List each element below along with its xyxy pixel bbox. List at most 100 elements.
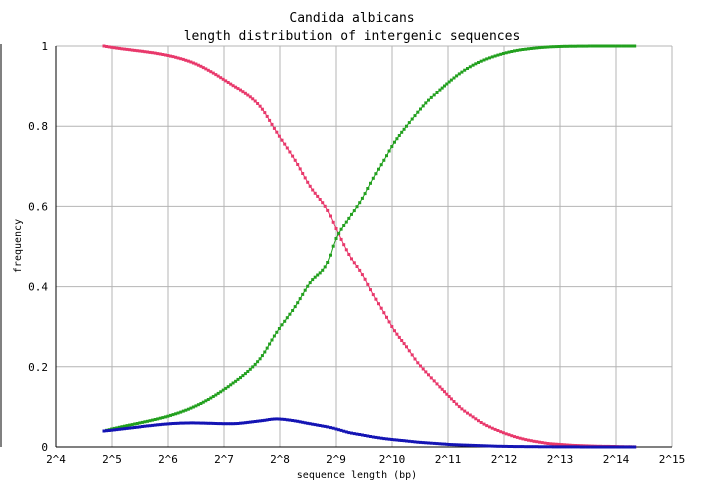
data-point xyxy=(527,438,530,442)
data-point xyxy=(347,216,351,220)
data-point xyxy=(501,52,505,55)
data-point xyxy=(161,53,165,56)
data-point xyxy=(557,442,561,446)
data-point xyxy=(565,445,569,449)
data-point xyxy=(435,382,439,386)
data-point xyxy=(413,114,417,118)
data-point xyxy=(138,425,142,429)
data-point xyxy=(402,439,406,443)
data-point xyxy=(313,423,317,427)
data-point xyxy=(229,422,233,426)
data-point xyxy=(186,407,190,411)
data-point xyxy=(371,176,375,180)
data-point xyxy=(543,441,547,445)
data-point xyxy=(189,406,193,410)
data-point xyxy=(344,248,348,252)
data-point xyxy=(258,357,262,361)
data-point xyxy=(538,440,541,444)
data-point xyxy=(169,422,172,426)
data-point xyxy=(138,49,142,53)
data-point xyxy=(377,436,380,440)
data-point xyxy=(268,118,272,122)
data-point xyxy=(410,440,414,444)
data-point xyxy=(236,422,240,425)
data-point xyxy=(280,417,284,421)
data-point xyxy=(554,442,558,446)
data-point xyxy=(176,411,180,415)
data-point xyxy=(400,339,404,342)
data-point xyxy=(576,44,580,48)
data-point xyxy=(253,362,257,366)
data-point xyxy=(191,61,195,65)
data-point xyxy=(366,282,370,286)
data-point xyxy=(518,445,522,449)
data-point xyxy=(435,91,439,94)
data-point xyxy=(546,445,550,449)
data-point xyxy=(151,423,155,427)
data-point xyxy=(355,265,359,268)
data-point xyxy=(382,158,386,162)
data-point xyxy=(524,438,528,442)
data-point xyxy=(329,426,332,430)
data-point xyxy=(463,68,467,72)
data-point xyxy=(339,237,343,241)
data-point xyxy=(390,145,394,148)
data-point xyxy=(565,44,569,48)
data-point xyxy=(413,357,417,361)
data-point xyxy=(479,59,483,63)
data-point xyxy=(277,134,281,138)
data-point xyxy=(318,198,322,201)
x-tick-label: 2^5 xyxy=(102,453,122,466)
data-point xyxy=(181,57,185,61)
data-point xyxy=(303,421,307,425)
x-axis-label: sequence length (bp) xyxy=(297,470,417,481)
data-point xyxy=(628,44,632,48)
data-point xyxy=(219,422,223,426)
data-point xyxy=(504,432,508,436)
x-tick-label: 2^14 xyxy=(603,453,630,466)
data-point xyxy=(626,44,630,48)
data-point xyxy=(248,95,252,99)
data-point xyxy=(482,422,486,426)
data-point xyxy=(184,58,188,62)
data-point xyxy=(115,426,119,430)
data-point xyxy=(560,44,564,48)
data-point xyxy=(151,51,155,55)
data-point xyxy=(477,444,480,448)
data-point xyxy=(283,319,287,323)
data-point xyxy=(471,443,475,447)
data-point xyxy=(199,64,203,68)
data-point xyxy=(209,70,213,74)
chart-title-line-2: length distribution of intergenic sequen… xyxy=(184,29,521,44)
data-point xyxy=(174,412,178,416)
data-point xyxy=(355,432,359,436)
data-point xyxy=(527,47,530,51)
data-point xyxy=(326,208,330,212)
data-point xyxy=(582,445,586,449)
data-point xyxy=(485,424,489,428)
x-tick-label: 2^6 xyxy=(158,453,178,466)
data-point xyxy=(549,45,553,49)
data-point xyxy=(540,445,544,449)
data-point xyxy=(407,121,411,125)
data-point xyxy=(443,390,446,394)
data-point xyxy=(110,45,114,49)
data-point xyxy=(582,44,586,48)
data-point xyxy=(331,244,335,248)
data-point xyxy=(140,425,144,428)
data-point xyxy=(347,431,351,435)
data-point xyxy=(161,416,165,420)
data-point xyxy=(326,261,330,264)
tick-labels: 2^4 2^5 2^6 2^7 2^8 2^9 2^10 2^11 2^12 2^13 2^14 2^… xyxy=(28,40,685,466)
data-point xyxy=(221,422,225,426)
data-point xyxy=(337,428,341,432)
data-point xyxy=(123,47,126,51)
data-point xyxy=(239,88,242,92)
data-point xyxy=(234,85,238,89)
data-point xyxy=(466,411,469,415)
data-point xyxy=(604,44,608,48)
data-point xyxy=(424,370,428,374)
data-point xyxy=(130,423,134,427)
data-point xyxy=(447,80,451,84)
data-point xyxy=(206,398,210,401)
